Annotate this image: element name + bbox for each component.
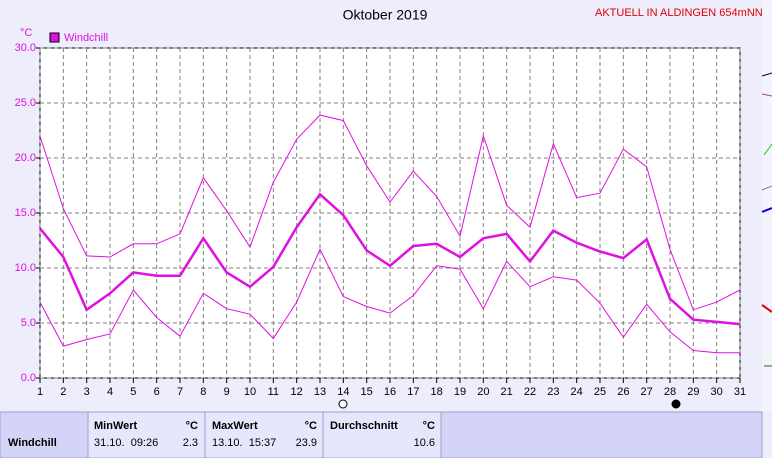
x-tick-label: 15 [361,386,373,398]
x-tick-label: 1 [37,386,43,398]
avg-value: 10.6 [414,437,435,449]
x-tick-label: 6 [154,386,160,398]
x-tick-label: 26 [617,386,629,398]
series-line [39,114,741,311]
table-cell [87,411,206,458]
table-header: Durchschnitt [330,420,398,432]
x-tick-label: 18 [431,386,443,398]
x-tick-label: 10 [244,386,256,398]
x-tick-label: 28 [664,386,676,398]
table-cell [204,411,324,458]
x-tick-label: 27 [641,386,653,398]
x-tick-label: 2 [60,386,66,398]
legend-label: Windchill [64,32,108,44]
x-tick-label: 9 [224,386,230,398]
side-line [761,72,772,77]
table-unit: °C [423,420,435,432]
moon-icon [671,399,681,409]
x-tick-label: 31 [734,386,746,398]
x-tick-label: 20 [477,386,489,398]
y-tick-label: 30.0 [15,42,36,54]
x-tick-label: 14 [337,386,349,398]
x-tick-label: 25 [594,386,606,398]
table-header: MinWert [94,420,138,432]
x-tick-label: 3 [84,386,90,398]
y-tick-label: 20.0 [15,152,36,164]
min-value: 2.3 [183,437,198,449]
x-tick-label: 23 [547,386,559,398]
x-tick-label: 24 [571,386,583,398]
table-unit: °C [305,420,317,432]
side-line [761,185,772,191]
x-tick-label: 29 [687,386,699,398]
x-tick-label: 30 [711,386,723,398]
min-time: 31.10. 09:26 [94,437,158,449]
side-line [763,143,772,156]
x-tick-label: 5 [130,386,136,398]
legend-swatch [49,32,60,43]
x-tick-label: 7 [177,386,183,398]
x-tick-label: 8 [200,386,206,398]
x-tick-label: 21 [501,386,513,398]
max-value: 23.9 [296,437,317,449]
x-tick-label: 11 [268,386,279,398]
x-tick-label: 17 [407,386,419,398]
series-line [39,192,741,326]
y-tick-label: 15.0 [15,207,36,219]
max-time: 13.10. 15:37 [212,437,276,449]
table-header: MaxWert [212,420,258,432]
table-unit: °C [186,420,198,432]
side-widget [761,0,772,410]
y-axis-label: °C [20,27,32,39]
x-tick-label: 19 [454,386,466,398]
y-tick-label: 5.0 [21,317,36,329]
table-cell [322,411,442,458]
summary-table: MinWert °C MaxWert °C Durchschnitt °C Wi… [0,411,763,458]
moon-icon [338,399,348,409]
x-tick-label: 13 [314,386,326,398]
side-panel [762,0,772,410]
y-tick-label: 0.0 [21,372,36,384]
chart-title: Oktober 2019 [343,7,428,23]
y-tick-label: 10.0 [15,262,36,274]
x-tick-label: 22 [524,386,536,398]
side-line [761,304,772,313]
row-label: Windchill [8,437,57,449]
series-line [39,248,740,354]
y-tick-label: 25.0 [15,97,36,109]
x-tick-label: 16 [384,386,396,398]
x-tick-label: 12 [291,386,303,398]
x-tick-label: 4 [107,386,113,398]
header: AKTUELL IN ALDINGEN 654mNN [595,7,763,19]
side-line [761,207,772,213]
side-line [761,93,772,97]
